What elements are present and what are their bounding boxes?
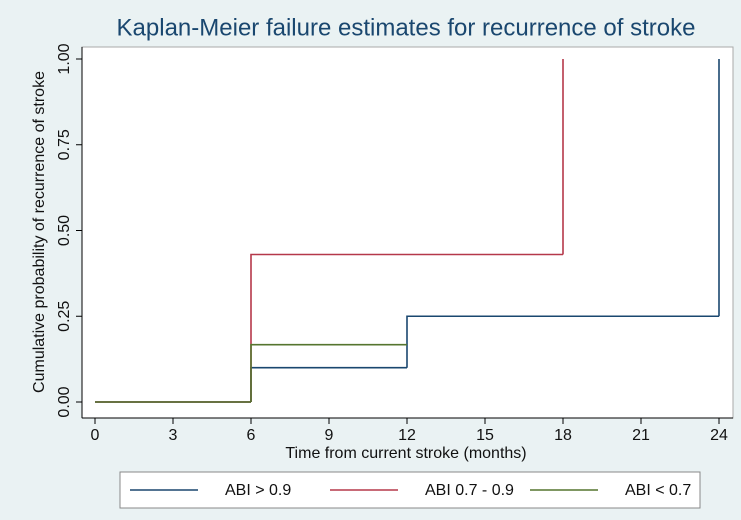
step-segment — [406, 315, 719, 368]
x-axis-title: Time from current stroke (months) — [285, 445, 526, 462]
x-tick-label: 24 — [710, 427, 728, 444]
step-segment — [250, 343, 407, 402]
x-tick-label: 3 — [169, 427, 178, 444]
chart-title: Kaplan-Meier failure estimates for recur… — [117, 14, 696, 41]
y-tick-label: 0.00 — [56, 386, 73, 417]
x-tick-label: 15 — [476, 427, 494, 444]
x-tick-label: 0 — [91, 427, 100, 444]
x-tick-label: 9 — [325, 427, 334, 444]
x-tick-label: 21 — [632, 427, 650, 444]
y-tick-label: 0.75 — [56, 129, 73, 160]
x-tick-label: 6 — [247, 427, 256, 444]
legend-label: ABI > 0.9 — [225, 482, 291, 499]
y-tick-label: 1.00 — [56, 43, 73, 74]
x-tick-label: 18 — [554, 427, 572, 444]
legend — [119, 471, 701, 509]
y-tick-label: 0.50 — [56, 215, 73, 246]
y-tick-label: 0.25 — [56, 301, 73, 332]
y-axis-title: Cumulative probability of recurrence of … — [31, 71, 48, 393]
legend-label: ABI 0.7 - 0.9 — [425, 482, 514, 499]
x-tick-label: 12 — [398, 427, 416, 444]
legend-label: ABI < 0.7 — [625, 482, 691, 499]
